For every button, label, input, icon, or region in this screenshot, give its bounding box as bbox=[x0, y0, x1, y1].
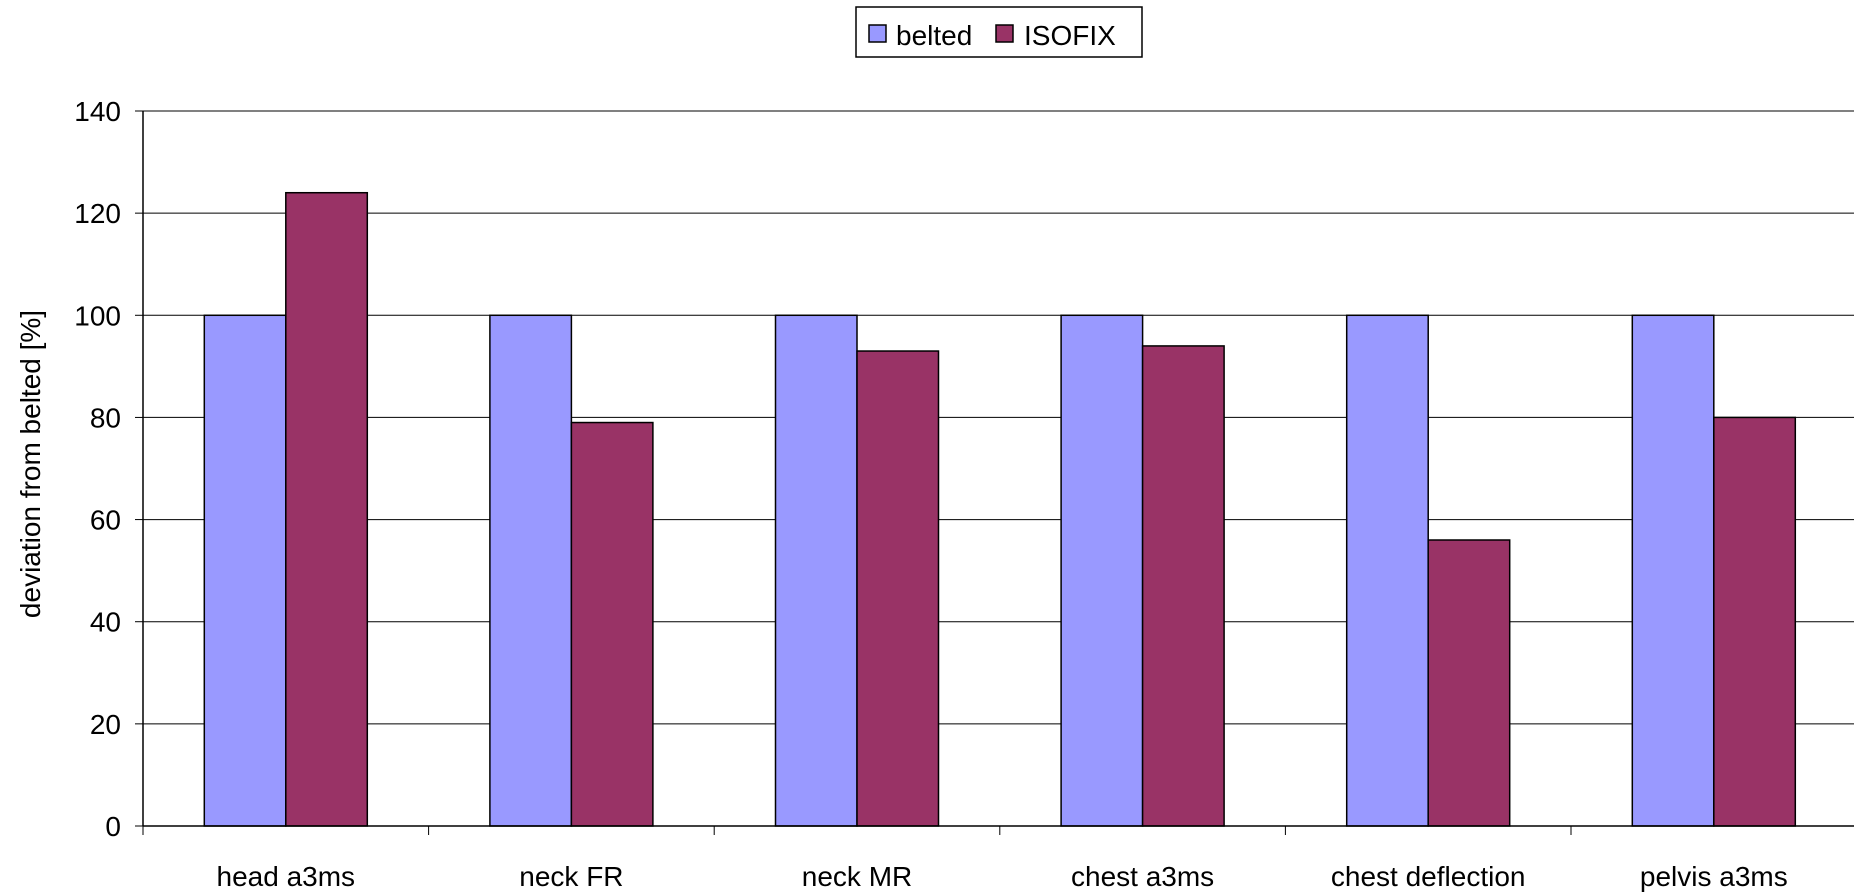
legend-label-belted: belted bbox=[896, 20, 972, 51]
y-tick-label: 0 bbox=[105, 811, 121, 842]
x-category-label: head a3ms bbox=[217, 861, 356, 892]
bar-isofix-head-a3ms bbox=[285, 191, 369, 827]
y-tick-label: 40 bbox=[90, 607, 121, 638]
bar-belted-neck-mr bbox=[774, 314, 858, 827]
bar-isofix-neck-fr bbox=[570, 421, 654, 827]
bar-isofix-neck-mr bbox=[856, 350, 940, 827]
bar-isofix-chest-a3ms bbox=[1141, 345, 1225, 827]
y-tick-label: 80 bbox=[90, 402, 121, 433]
x-category-label: chest deflection bbox=[1331, 861, 1526, 892]
x-category-label: pelvis a3ms bbox=[1640, 861, 1788, 892]
x-category-label: neck FR bbox=[519, 861, 623, 892]
bars bbox=[203, 191, 1797, 827]
y-tick-label: 140 bbox=[74, 96, 121, 127]
bar-belted-neck-fr bbox=[489, 314, 573, 827]
legend-swatch-belted bbox=[868, 24, 887, 43]
y-tick-label: 100 bbox=[74, 300, 121, 331]
axes bbox=[135, 110, 1854, 835]
legend: belted ISOFIX bbox=[855, 6, 1143, 58]
bar-belted-chest-deflection bbox=[1345, 314, 1429, 827]
legend-label-isofix: ISOFIX bbox=[1024, 20, 1116, 51]
bar-isofix-pelvis-a3ms bbox=[1713, 416, 1797, 827]
bar-isofix-chest-deflection bbox=[1427, 539, 1511, 827]
bar-belted-chest-a3ms bbox=[1060, 314, 1144, 827]
x-category-label: neck MR bbox=[802, 861, 912, 892]
tick-labels: 0 20 40 60 80 100 120 140 head a3ms neck FR neck M… bbox=[74, 96, 1787, 892]
gridlines bbox=[143, 110, 1854, 725]
y-tick-label: 120 bbox=[74, 198, 121, 229]
y-axis-title: deviation from belted [%] bbox=[15, 310, 46, 618]
y-tick-label: 20 bbox=[90, 709, 121, 740]
bar-belted-head-a3ms bbox=[203, 314, 287, 827]
bar-belted-pelvis-a3ms bbox=[1631, 314, 1715, 827]
x-category-label: chest a3ms bbox=[1071, 861, 1214, 892]
y-tick-label: 60 bbox=[90, 505, 121, 536]
legend-swatch-isofix bbox=[995, 24, 1014, 43]
